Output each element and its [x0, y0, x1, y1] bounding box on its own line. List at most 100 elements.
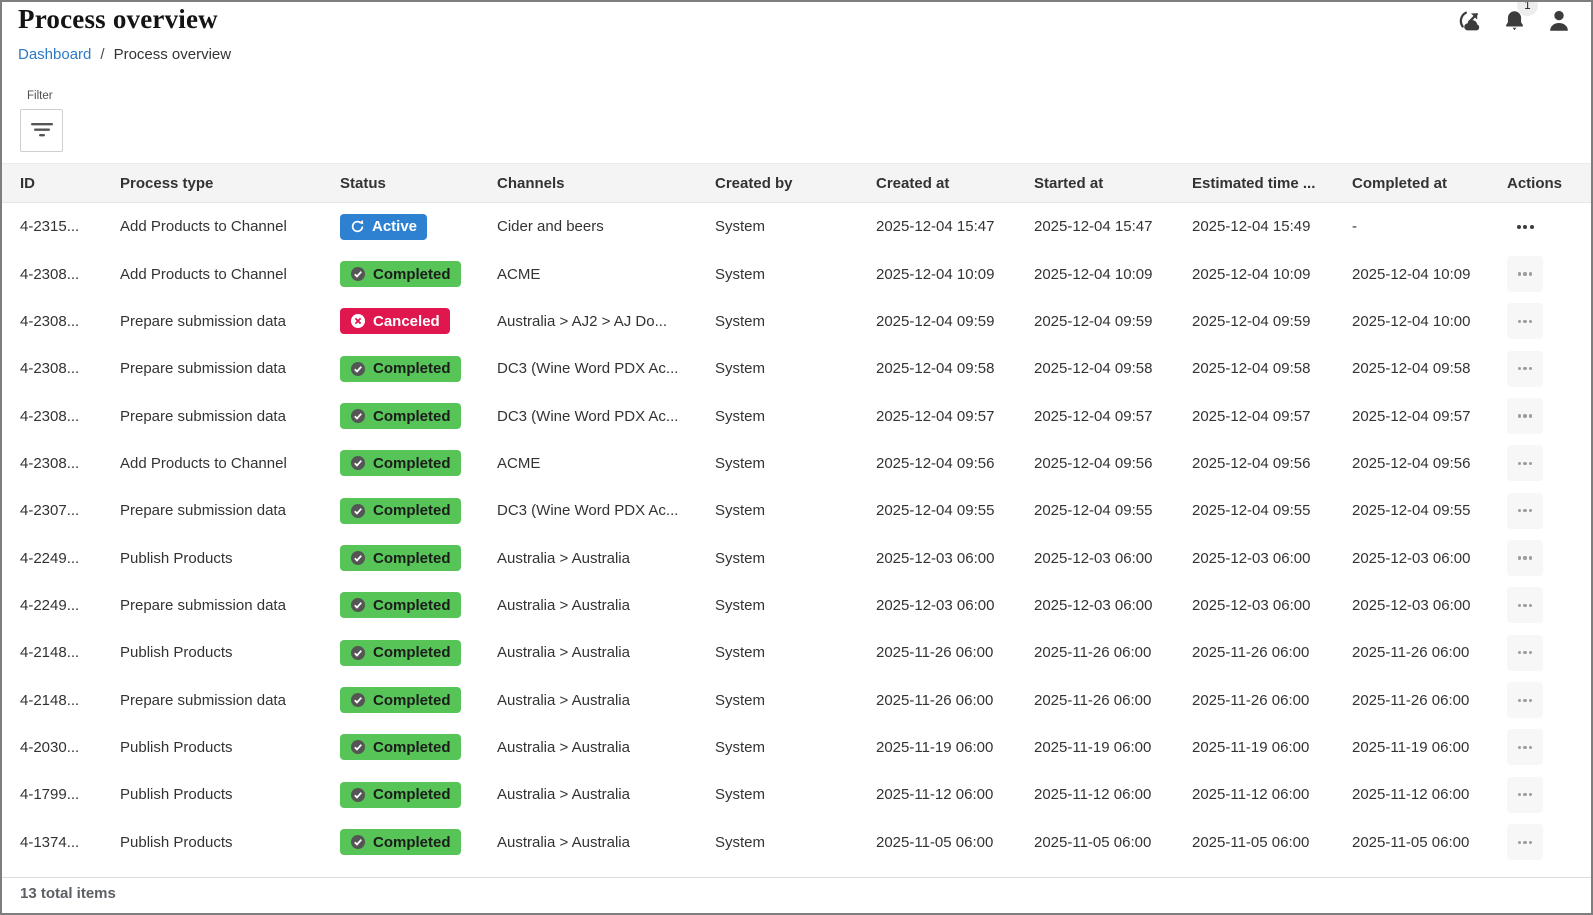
row-actions-button[interactable] [1507, 398, 1543, 435]
cell-created-by: System [715, 454, 766, 472]
status-badge: Active [340, 213, 428, 240]
user-menu-button[interactable] [1545, 7, 1573, 35]
row-actions-button[interactable] [1507, 776, 1543, 813]
cell-channels: Australia > Australia [497, 786, 630, 804]
cell-started-at: 2025-11-26 06:00 [1034, 644, 1152, 662]
ellipsis-icon [1517, 319, 1533, 323]
cell-created-by: System [715, 502, 766, 520]
total-items-label: 13 total items [20, 885, 116, 902]
cell-created-by: System [715, 407, 766, 425]
row-actions-button[interactable] [1507, 682, 1543, 719]
breadcrumb-dashboard-link[interactable]: Dashboard [18, 46, 92, 63]
check-circle-icon [350, 739, 366, 755]
table-row[interactable]: 4-2148... Prepare submission data [2, 676, 1591, 724]
cell-estimated-time: 2025-12-03 06:00 [1192, 549, 1311, 567]
cell-estimated-time: 2025-12-04 09:57 [1192, 407, 1311, 425]
cell-completed-at: 2025-12-04 09:55 [1352, 502, 1471, 520]
column-header-estimated-time: Estimated time ... [1192, 174, 1316, 192]
status-label: Completed [373, 407, 451, 425]
cell-started-at: 2025-12-04 09:58 [1034, 360, 1153, 378]
cell-created-by: System [715, 786, 766, 804]
row-actions-button[interactable] [1507, 587, 1543, 624]
cell-started-at: 2025-12-03 06:00 [1034, 549, 1153, 567]
cell-started-at: 2025-12-03 06:00 [1034, 596, 1153, 614]
check-circle-icon [350, 597, 366, 613]
table-row[interactable]: 4-2030... Publish Products [2, 723, 1591, 772]
filter-label: Filter [27, 90, 53, 102]
cell-channels: DC3 (Wine Word PDX Ac... [497, 502, 679, 520]
cell-process-type: Add Products to Channel [120, 265, 287, 283]
row-actions-button[interactable] [1507, 209, 1543, 245]
table-row[interactable]: 4-2308... Prepare submission data [2, 345, 1591, 393]
cell-completed-at: - [1352, 218, 1357, 236]
cell-id: 4-2030... [20, 738, 80, 756]
cell-channels: Australia > Australia [497, 644, 630, 662]
cell-id: 4-2308... [20, 265, 80, 283]
table-row[interactable]: 4-2307... Prepare submission data [2, 487, 1591, 535]
status-badge: Completed [340, 592, 461, 619]
row-actions-button[interactable] [1507, 634, 1543, 671]
status-badge: Completed [340, 781, 461, 808]
cell-estimated-time: 2025-12-04 09:59 [1192, 312, 1311, 330]
cell-channels: DC3 (Wine Word PDX Ac... [497, 360, 679, 378]
row-actions-button[interactable] [1507, 540, 1543, 577]
status-badge: Completed [340, 450, 461, 477]
cell-channels: Australia > AJ2 > AJ Do... [497, 312, 668, 330]
breadcrumb-separator: / [100, 46, 105, 63]
table-row[interactable]: 4-2249... Publish Products [2, 534, 1591, 582]
cell-completed-at: 2025-12-04 09:56 [1352, 454, 1471, 472]
cell-estimated-time: 2025-11-05 06:00 [1192, 833, 1310, 851]
row-actions-button[interactable] [1507, 350, 1543, 387]
filter-button[interactable] [20, 109, 63, 152]
cell-created-by: System [715, 218, 766, 236]
row-actions-button[interactable] [1507, 729, 1543, 766]
check-circle-icon [350, 834, 366, 850]
table-row[interactable]: 4-2308... Add Products to Channel [2, 250, 1591, 298]
process-sync-button[interactable] [1455, 7, 1483, 35]
cell-created-by: System [715, 644, 766, 662]
row-actions-button[interactable] [1507, 492, 1543, 529]
status-label: Completed [373, 786, 451, 804]
table-row[interactable]: 4-2148... Publish Products [2, 629, 1591, 677]
cell-process-type: Add Products to Channel [120, 454, 287, 472]
table-row[interactable]: 4-2249... Prepare submission data [2, 581, 1591, 630]
check-circle-icon [350, 266, 366, 282]
check-circle-icon [350, 503, 366, 519]
row-actions-button[interactable] [1507, 824, 1543, 861]
notifications-button[interactable]: 1 [1500, 2, 1538, 35]
table-row[interactable]: 4-1799... Publish Products [2, 771, 1591, 819]
ellipsis-icon [1517, 745, 1533, 750]
cell-channels: Australia > Australia [497, 596, 630, 614]
cell-started-at: 2025-12-04 09:55 [1034, 502, 1153, 520]
cell-created-by: System [715, 691, 766, 709]
status-label: Completed [373, 691, 451, 709]
status-badge: Completed [340, 355, 461, 382]
row-actions-button[interactable] [1507, 256, 1543, 293]
cell-id: 4-2148... [20, 644, 80, 662]
row-actions-button[interactable] [1507, 445, 1543, 482]
status-badge: Canceled [340, 308, 450, 335]
status-label: Canceled [373, 312, 440, 330]
cell-created-at: 2025-11-26 06:00 [876, 644, 994, 662]
cell-created-at: 2025-12-04 09:55 [876, 502, 995, 520]
cell-created-by: System [715, 738, 766, 756]
cell-id: 4-2249... [20, 549, 80, 567]
cell-process-type: Prepare submission data [120, 691, 286, 709]
ellipsis-icon [1517, 840, 1533, 844]
table-row[interactable]: 4-1374... Publish Products [2, 818, 1591, 866]
cell-created-at: 2025-11-19 06:00 [876, 738, 994, 756]
check-circle-icon [350, 455, 366, 471]
cell-started-at: 2025-12-04 09:59 [1034, 312, 1153, 330]
cell-estimated-time: 2025-12-04 09:56 [1192, 454, 1311, 472]
table-row[interactable]: 4-2308... Prepare submission data [2, 297, 1591, 346]
column-header-status: Status [340, 174, 386, 192]
table-header-row: ID Process type Status Channels Created by Cr… [2, 163, 1591, 203]
table-row[interactable]: 4-2308... Prepare submission data [2, 392, 1591, 440]
status-label: Completed [373, 360, 451, 378]
cell-created-by: System [715, 833, 766, 851]
cell-estimated-time: 2025-11-26 06:00 [1192, 644, 1310, 662]
table-row[interactable]: 4-2315... Add Products to Channel [2, 203, 1591, 251]
row-actions-button[interactable] [1507, 303, 1543, 340]
cell-process-type: Prepare submission data [120, 407, 286, 425]
table-row[interactable]: 4-2308... Add Products to Channel [2, 439, 1591, 488]
